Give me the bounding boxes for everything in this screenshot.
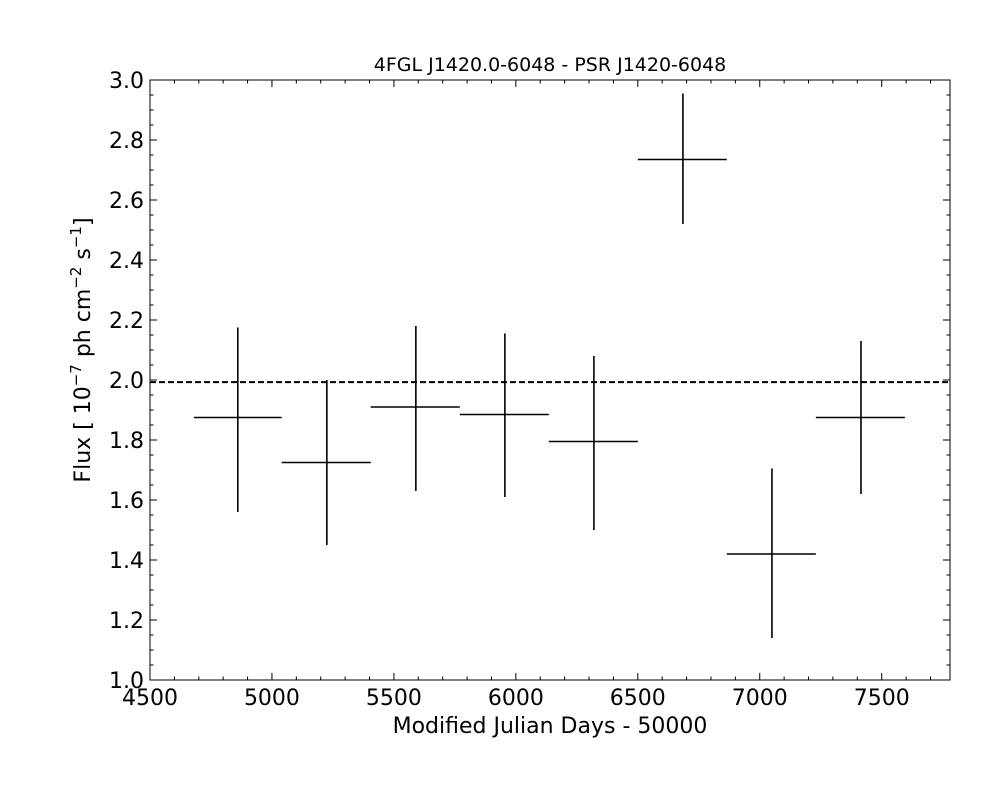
y-tick-label: 1.4 — [109, 549, 144, 574]
y-tick-label: 2.2 — [109, 309, 144, 334]
ticks-layer: 4500 5000 5500 6000 6500 7000 7500 1.0 1.2 1.4 1.6… — [109, 69, 950, 711]
y-axis-title-mid: ph cm — [71, 289, 96, 364]
x-tick-label: 6000 — [488, 686, 544, 711]
x-tick-label: 7500 — [854, 686, 910, 711]
data-point — [193, 327, 282, 512]
y-tick-label: 1.2 — [109, 609, 144, 634]
y-axis-title-mid2: s — [71, 248, 96, 266]
data-point — [459, 333, 549, 497]
data-point — [637, 93, 727, 224]
x-tick-label: 4500 — [122, 686, 178, 711]
x-tick-label: 5500 — [366, 686, 422, 711]
y-tick-label: 2.8 — [109, 129, 144, 154]
x-tick-label: 6500 — [610, 686, 666, 711]
data-point — [548, 356, 638, 530]
marks-layer — [150, 93, 950, 638]
plot-frame — [149, 79, 951, 681]
y-tick-label: 1.8 — [109, 429, 144, 454]
y-axis-title-suffix: ] — [71, 217, 96, 226]
x-tick-label: 5000 — [244, 686, 300, 711]
y-axis-title-exp3: −1 — [67, 226, 85, 248]
data-point — [370, 326, 460, 491]
y-tick-label: 2.0 — [109, 369, 144, 394]
x-tick-label: 7000 — [732, 686, 788, 711]
y-axis-title-exp1: −7 — [67, 364, 85, 386]
y-tick-label: 1.6 — [109, 489, 144, 514]
x-axis-title: Modified Julian Days - 50000 — [393, 714, 708, 739]
y-axis-title: Flux [ 10−7 ph cm−2 s−1] — [67, 217, 96, 482]
y-tick-label: 2.6 — [109, 189, 144, 214]
data-point — [815, 341, 905, 494]
data-point — [726, 468, 816, 638]
chart-title: 4FGL J1420.0-6048 - PSR J1420-6048 — [374, 54, 727, 76]
y-axis-title-exp2: −2 — [67, 267, 85, 289]
y-tick-label: 3.0 — [109, 69, 144, 94]
data-point — [281, 380, 371, 545]
y-tick-label: 1.0 — [109, 669, 144, 694]
y-axis-title-prefix: Flux [ 10 — [71, 386, 96, 482]
y-tick-label: 2.4 — [109, 249, 144, 274]
